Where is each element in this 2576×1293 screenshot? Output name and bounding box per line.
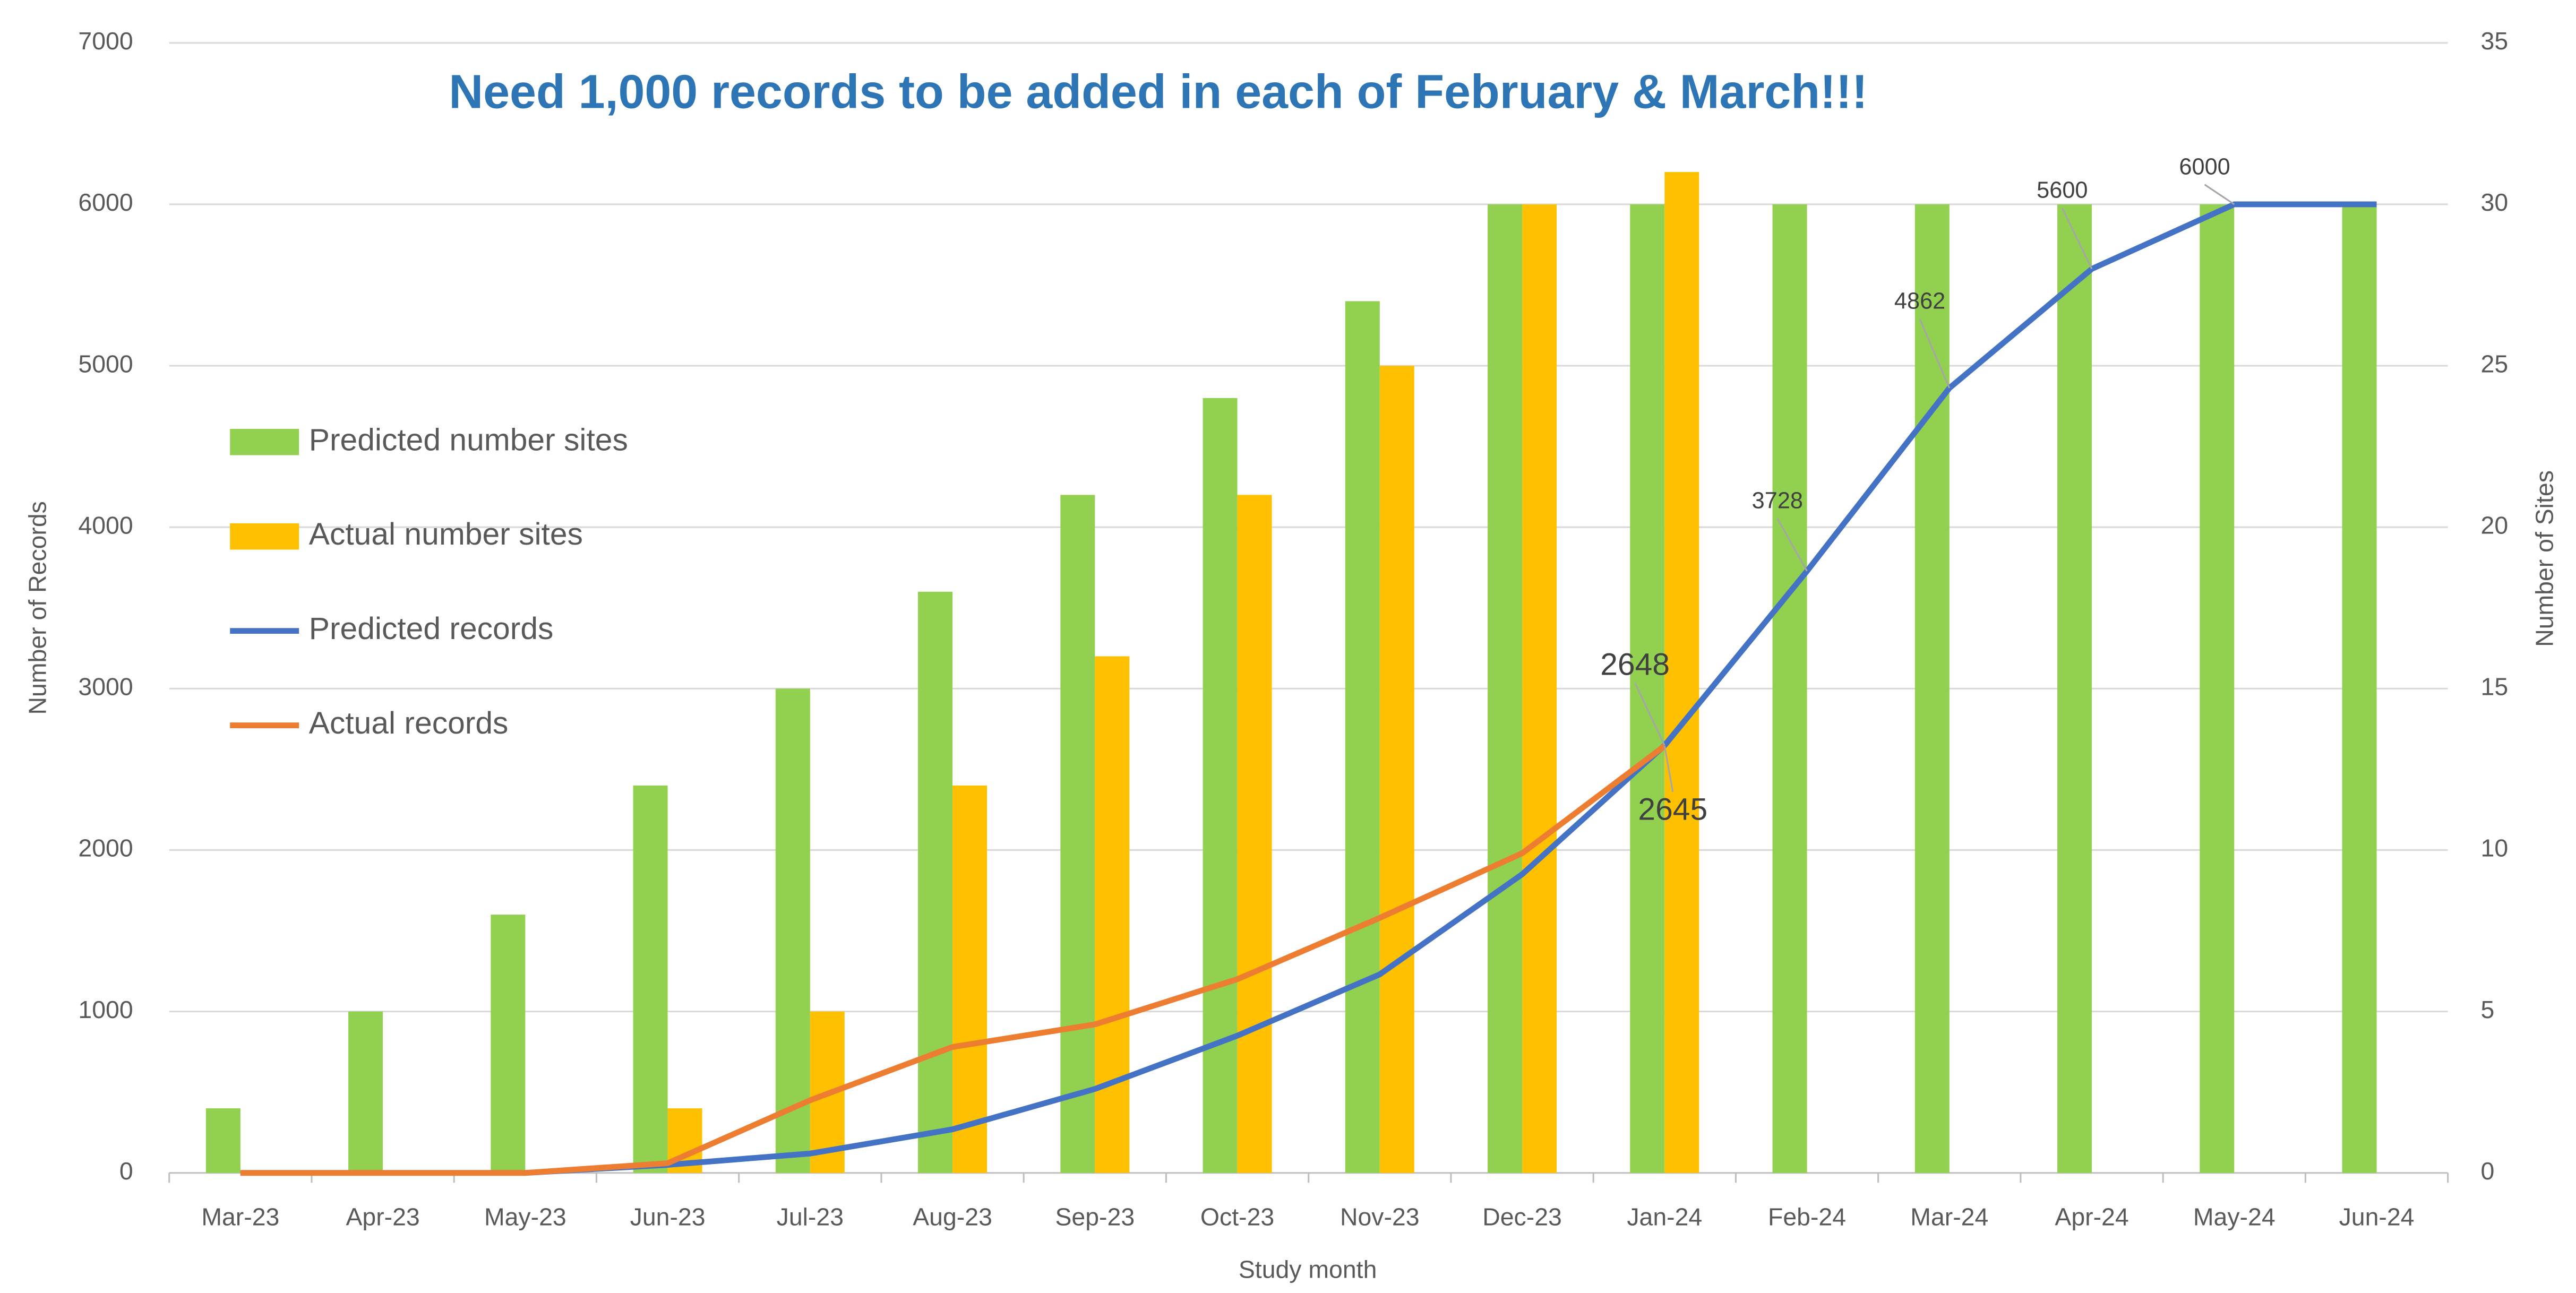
y2-tick-label: 0 xyxy=(2481,1157,2495,1185)
bar xyxy=(1060,495,1095,1173)
x-tick-label: Feb-24 xyxy=(1768,1203,1846,1231)
y2-tick-label: 35 xyxy=(2481,27,2509,55)
x-axis-title: Study month xyxy=(1239,1256,1377,1283)
bar xyxy=(2057,204,2092,1173)
y2-tick-label: 25 xyxy=(2481,350,2509,377)
bar xyxy=(2342,204,2377,1173)
x-tick-label: Nov-23 xyxy=(1340,1203,1420,1231)
x-tick-label: Mar-24 xyxy=(1910,1203,1988,1231)
leader-line xyxy=(1776,518,1808,572)
bar xyxy=(1379,366,1414,1173)
data-label: 2648 xyxy=(1600,647,1670,682)
leader-line xyxy=(2204,184,2235,205)
y2-tick-label: 10 xyxy=(2481,834,2509,862)
x-tick-label: Jun-23 xyxy=(630,1203,706,1231)
bar xyxy=(2200,204,2235,1173)
y2-tick-label: 20 xyxy=(2481,511,2509,539)
y-tick-label: 4000 xyxy=(78,511,133,539)
x-tick-label: Apr-23 xyxy=(346,1203,419,1231)
x-tick-label: Jul-23 xyxy=(777,1203,844,1231)
bar xyxy=(491,915,526,1173)
bar xyxy=(952,785,988,1173)
bar xyxy=(1237,495,1272,1173)
legend-label: Actual number sites xyxy=(309,517,583,551)
leader-line xyxy=(1663,746,1674,792)
bar xyxy=(1772,204,1807,1173)
leader-line xyxy=(2061,208,2093,270)
x-tick-label: Jun-24 xyxy=(2339,1203,2415,1231)
bar xyxy=(1488,204,1523,1173)
x-tick-label: May-23 xyxy=(484,1203,566,1231)
bar xyxy=(1345,301,1380,1173)
bar xyxy=(633,785,668,1173)
bar xyxy=(1630,204,1665,1173)
y-tick-label: 1000 xyxy=(78,996,133,1023)
legend-swatch xyxy=(230,428,299,455)
bar xyxy=(205,1108,241,1173)
legend-label: Actual records xyxy=(309,706,509,740)
bar xyxy=(1095,656,1130,1173)
data-label: 4862 xyxy=(1894,289,1945,314)
data-label: 6000 xyxy=(2179,154,2230,179)
bar xyxy=(1522,204,1557,1173)
y2-tick-label: 30 xyxy=(2481,188,2509,216)
y-tick-label: 0 xyxy=(119,1157,133,1185)
data-label: 2645 xyxy=(1638,792,1707,827)
x-tick-label: Sep-23 xyxy=(1055,1203,1135,1231)
y-tick-label: 3000 xyxy=(78,673,133,701)
y-tick-label: 7000 xyxy=(78,27,133,55)
chart-title: Need 1,000 records to be added in each o… xyxy=(449,66,1867,119)
x-tick-label: Apr-24 xyxy=(2055,1203,2128,1231)
y2-tick-label: 15 xyxy=(2481,673,2509,701)
leader-line xyxy=(1919,318,1951,389)
legend-swatch xyxy=(230,523,299,550)
x-tick-label: Dec-23 xyxy=(1482,1203,1562,1231)
y2-axis-title: Number of Sites xyxy=(2531,470,2558,647)
bar xyxy=(918,591,953,1173)
x-tick-label: Oct-23 xyxy=(1200,1203,1274,1231)
data-label: 3728 xyxy=(1752,488,1803,513)
y-tick-label: 2000 xyxy=(78,834,133,862)
x-tick-label: Mar-23 xyxy=(201,1203,279,1231)
x-tick-label: May-24 xyxy=(2193,1203,2276,1231)
x-tick-label: Jan-24 xyxy=(1627,1203,1702,1231)
leader-line xyxy=(1634,683,1665,746)
x-tick-label: Aug-23 xyxy=(913,1203,992,1231)
y-axis-title: Number of Records xyxy=(24,501,51,714)
legend-label: Predicted records xyxy=(309,611,554,646)
y-tick-label: 6000 xyxy=(78,188,133,216)
bar xyxy=(775,688,810,1173)
legend-label: Predicted number sites xyxy=(309,423,628,457)
bar xyxy=(1914,204,1950,1173)
bar xyxy=(1664,172,1699,1173)
data-label: 5600 xyxy=(2037,178,2088,203)
y-tick-label: 5000 xyxy=(78,350,133,377)
line xyxy=(240,743,1667,1176)
y2-tick-label: 5 xyxy=(2481,996,2495,1023)
bar xyxy=(348,1011,383,1173)
bar xyxy=(1203,398,1238,1173)
